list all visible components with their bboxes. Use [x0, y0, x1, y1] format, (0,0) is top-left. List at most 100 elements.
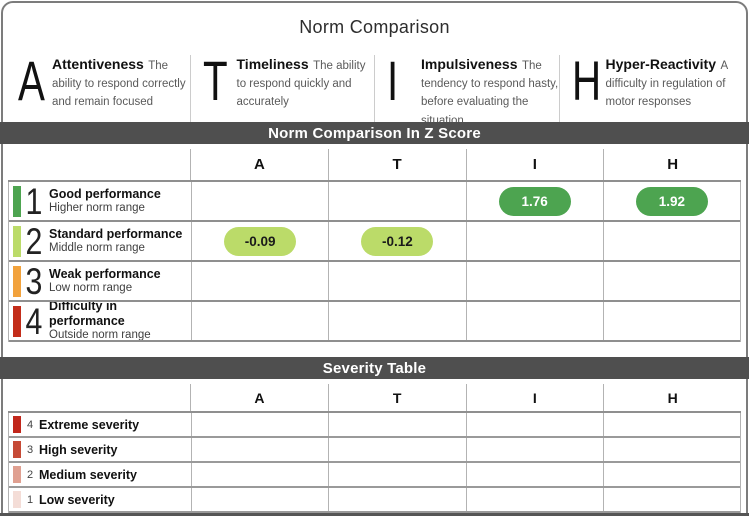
table-row-extreme-severity: 4 Extreme severity [9, 413, 740, 438]
severity-column-t: T [327, 384, 466, 411]
severity-cell [328, 488, 465, 511]
z-header-spacer [8, 149, 190, 180]
severity-cell [602, 488, 740, 511]
table-row-good-performance: 1 Good performance Higher norm range 1.7… [9, 182, 740, 222]
severity-table: A T I H 4 Extreme severity 3 [8, 384, 741, 513]
attentiveness-description: The ability to respond correctly and rem… [52, 60, 186, 109]
z-column-t: T [327, 149, 466, 180]
severity-cell [602, 463, 740, 486]
severity-cell [191, 413, 328, 436]
severity-cell [465, 488, 603, 511]
z-score-pill: 1.92 [635, 186, 708, 216]
severity-cell [191, 463, 328, 486]
z-score-cell [465, 262, 603, 300]
row-label: 3 High severity [9, 438, 191, 461]
performance-title: Weak performance [49, 266, 161, 281]
performance-title: Standard performance [49, 226, 183, 241]
page-title: Norm Comparison [299, 17, 450, 37]
impulsiveness-letter: I [387, 55, 399, 112]
row-label: 2 Medium severity [9, 463, 191, 486]
z-score-table-header-row: A T I H [8, 149, 741, 182]
performance-title: Good performance [49, 186, 161, 201]
severity-column-i: I [465, 384, 604, 411]
row-label: 3 Weak performance Low norm range [9, 262, 191, 300]
severity-cell [328, 438, 465, 461]
severity-label: Low severity [39, 492, 115, 507]
hyper-reactivity-letter: H [571, 55, 601, 112]
impulsiveness-name: Impulsiveness [421, 56, 518, 72]
metric-legend: A Attentiveness The ability to respond c… [0, 55, 749, 122]
z-column-h: H [603, 149, 741, 180]
timeliness-description: The ability to respond quickly and accur… [236, 60, 366, 109]
performance-level-number: 3 [25, 262, 43, 300]
legend-item-hyper-reactivity: H Hyper-Reactivity A difficulty in regul… [558, 55, 744, 122]
severity-section-header: Severity Table [0, 357, 749, 379]
severity-table-header-row: A T I H [8, 384, 741, 413]
z-score-pill: -0.12 [361, 226, 434, 256]
z-score-cell: -0.09 [191, 222, 328, 260]
impulsiveness-description: The tendency to respond hasty, before ev… [421, 60, 559, 122]
z-score-cell [465, 302, 603, 340]
severity-cell [328, 413, 465, 436]
z-score-cell [328, 182, 465, 220]
z-score-table: A T I H 1 Good performance Higher norm r… [8, 149, 741, 342]
z-score-pill: -0.09 [224, 226, 297, 256]
severity-label: High severity [39, 442, 118, 457]
performance-title: Difficulty in performance [49, 302, 125, 329]
table-row-standard-performance: 2 Standard performance Middle norm range… [9, 222, 740, 262]
z-score-cell [328, 302, 465, 340]
severity-label: Medium severity [39, 467, 137, 482]
severity-cell [465, 463, 603, 486]
performance-color-bar [13, 225, 21, 257]
attentiveness-name: Attentiveness [52, 56, 144, 72]
severity-column-a: A [190, 384, 328, 411]
timeliness-name: Timeliness [236, 56, 309, 72]
table-row-weak-performance: 3 Weak performance Low norm range [9, 262, 740, 302]
z-score-cell [191, 302, 328, 340]
next-section-edge [0, 513, 749, 516]
table-row-high-severity: 3 High severity [9, 438, 740, 463]
z-score-cell [602, 262, 740, 300]
performance-subtitle: Higher norm range [49, 201, 145, 214]
performance-level-number: 4 [25, 302, 43, 340]
z-score-cell: 1.92 [602, 182, 740, 220]
z-score-cell [191, 262, 328, 300]
z-score-cell [328, 262, 465, 300]
performance-color-bar [13, 185, 21, 217]
severity-level-number: 4 [26, 418, 34, 431]
severity-cell [191, 488, 328, 511]
performance-color-bar [13, 265, 21, 297]
legend-item-timeliness: T Timeliness The ability to respond quic… [189, 55, 375, 122]
row-label: 2 Standard performance Middle norm range [9, 222, 191, 260]
performance-subtitle: Low norm range [49, 281, 133, 294]
row-label: 1 Low severity [9, 488, 191, 511]
attentiveness-letter: A [18, 55, 45, 112]
severity-color-chip [13, 441, 21, 458]
z-score-cell [191, 182, 328, 220]
severity-color-chip [13, 466, 21, 483]
z-score-pill: 1.76 [498, 186, 571, 216]
severity-header-spacer [8, 384, 190, 411]
severity-level-number: 1 [26, 493, 34, 506]
performance-subtitle: Outside norm range [49, 329, 151, 340]
severity-cell [602, 413, 740, 436]
timeliness-letter: T [202, 55, 228, 112]
row-label: 1 Good performance Higher norm range [9, 182, 191, 220]
performance-level-number: 2 [25, 222, 43, 260]
severity-color-chip [13, 491, 21, 508]
z-column-i: I [465, 149, 604, 180]
table-row-difficulty-performance: 4 Difficulty in performance Outside norm… [9, 302, 740, 342]
performance-subtitle: Middle norm range [49, 241, 145, 254]
severity-cell [465, 438, 603, 461]
performance-color-bar [13, 305, 21, 337]
z-score-cell: 1.76 [465, 182, 603, 220]
table-row-low-severity: 1 Low severity [9, 488, 740, 513]
row-label: 4 Extreme severity [9, 413, 191, 436]
z-score-cell [602, 302, 740, 340]
table-row-medium-severity: 2 Medium severity [9, 463, 740, 488]
severity-cell [465, 413, 603, 436]
legend-item-impulsiveness: I Impulsiveness The tendency to respond … [374, 55, 559, 122]
severity-cell [328, 463, 465, 486]
severity-column-h: H [603, 384, 741, 411]
severity-cell [602, 438, 740, 461]
